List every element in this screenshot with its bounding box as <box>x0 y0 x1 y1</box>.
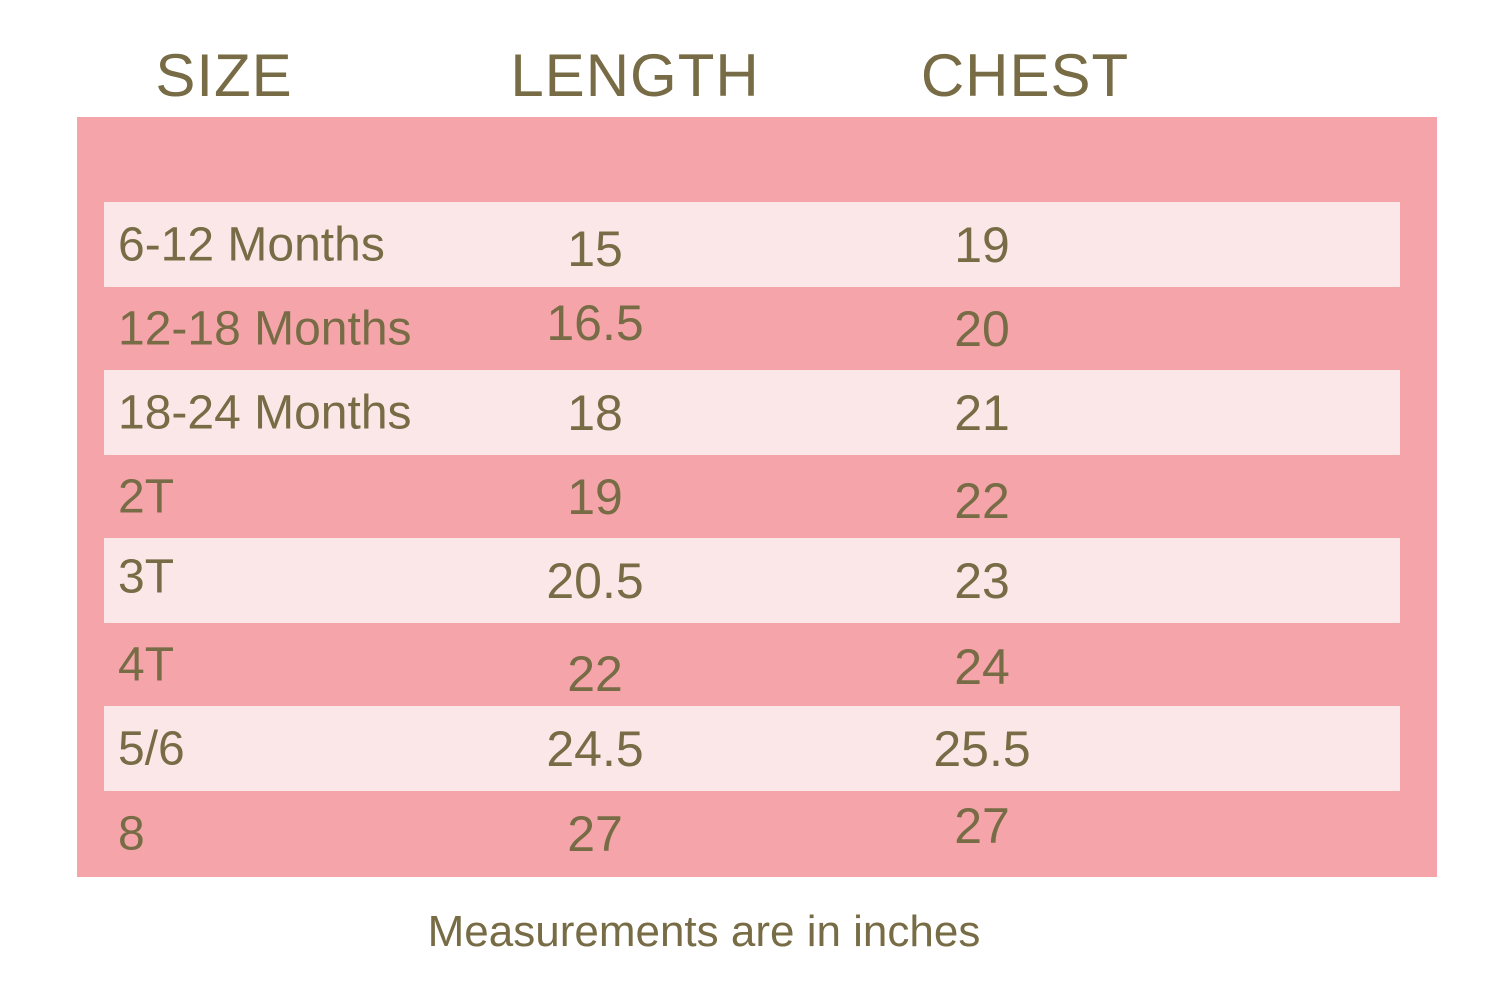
size-cell: 4T <box>118 638 175 691</box>
size-cell: 12-18 Months <box>118 302 412 355</box>
table-row: 12-18 Months 16.5 20 <box>104 287 1400 370</box>
column-header-size: SIZE <box>155 42 293 109</box>
measurements-note: Measurements are in inches <box>427 907 981 956</box>
chest-cell: 19 <box>954 216 1010 273</box>
table-row: 2T 19 22 <box>104 455 1400 538</box>
chest-cell: 23 <box>954 552 1010 609</box>
column-header-length: LENGTH <box>510 42 760 109</box>
table-row: 5/6 24.5 25.5 <box>104 706 1400 791</box>
chest-cell: 24 <box>954 638 1010 695</box>
size-cell: 3T <box>118 550 175 603</box>
length-cell: 20.5 <box>546 552 644 609</box>
chest-cell: 27 <box>954 798 1010 854</box>
chest-cell: 21 <box>954 384 1010 441</box>
length-cell: 19 <box>567 468 623 525</box>
chest-cell: 25.5 <box>933 720 1031 777</box>
length-cell: 15 <box>567 220 623 277</box>
size-cell: 6-12 Months <box>118 218 385 271</box>
length-cell: 18 <box>567 384 623 441</box>
table-row: 6-12 Months 15 19 <box>104 202 1400 287</box>
size-cell: 18-24 Months <box>118 386 412 439</box>
table-row: 18-24 Months 18 21 <box>104 370 1400 455</box>
length-cell: 16.5 <box>546 294 644 351</box>
table-row: 4T 22 24 <box>104 623 1400 706</box>
table-row: 3T 20.5 23 <box>104 538 1400 623</box>
size-cell: 8 <box>118 807 145 861</box>
column-header-chest: CHEST <box>920 42 1130 109</box>
chest-cell: 22 <box>954 472 1010 529</box>
table-row: 8 27 27 <box>104 791 1400 877</box>
chart-panel: 6-12 Months 15 19 12-18 Months 16.5 20 1… <box>77 117 1437 877</box>
length-cell: 24.5 <box>546 720 644 777</box>
size-cell: 2T <box>118 470 175 523</box>
size-cell: 5/6 <box>118 722 185 775</box>
length-cell: 27 <box>567 806 623 862</box>
chest-cell: 20 <box>954 300 1010 357</box>
length-cell: 22 <box>567 645 623 702</box>
